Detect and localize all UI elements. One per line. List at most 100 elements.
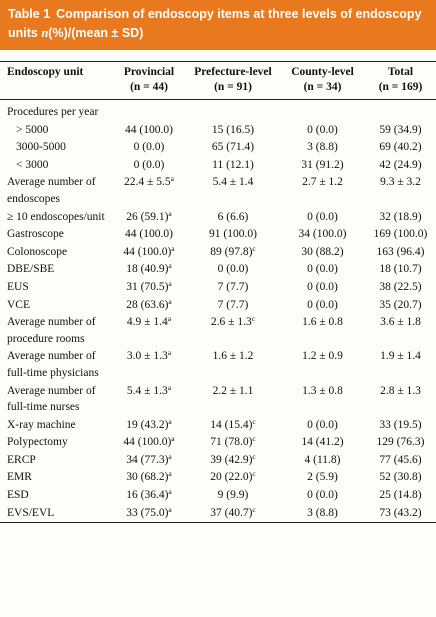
header-row: Endoscopy unit Provincial (n = 44) Prefectu… bbox=[0, 61, 436, 100]
cell-value: 9.3 ± 3.2 bbox=[380, 176, 421, 189]
cell-footnote: a bbox=[171, 243, 175, 253]
cell: 0 (0.0) bbox=[112, 139, 186, 157]
cell-footnote: a bbox=[168, 451, 172, 461]
cell: 2.7 ± 1.2 bbox=[280, 174, 365, 208]
table-row: VCE 28 (63.6)a 7 (7.7) 0 (0.0) 35 (20.7) bbox=[0, 297, 436, 315]
cell: 2 (5.9) bbox=[280, 469, 365, 487]
table-row: 3000-5000 0 (0.0) 65 (71.4) 3 (8.8) 69 (40.2… bbox=[0, 139, 436, 157]
cell-footnote: a bbox=[167, 314, 172, 324]
row-label: X-ray machine bbox=[7, 418, 76, 431]
cell: 0 (0.0) bbox=[280, 209, 365, 227]
cell: 1.6 ± 1.2 bbox=[186, 348, 280, 382]
cell-footnote: a bbox=[168, 487, 172, 497]
cell-footnote: a bbox=[167, 382, 172, 392]
cell-value: 77 (45.6) bbox=[379, 453, 422, 466]
cell-footnote: a bbox=[168, 469, 172, 479]
cell-value: 44 (100.0) bbox=[125, 228, 173, 241]
cell: 14 (41.2) bbox=[280, 434, 365, 452]
row-label: Average number of endoscopes bbox=[7, 176, 96, 205]
cell-value: 32 (18.9) bbox=[379, 210, 422, 223]
row-label: 3000-5000 bbox=[16, 141, 66, 154]
table-number: Table 1 bbox=[8, 7, 51, 21]
cell-value: 28 (63.6) bbox=[126, 298, 169, 311]
cell: 7 (7.7) bbox=[186, 279, 280, 297]
table-row: Average number of full-time nurses 5.4 ± … bbox=[0, 383, 436, 417]
cell-value: 5.4 ± 1.3 bbox=[126, 384, 168, 397]
cell-footnote: c bbox=[252, 451, 256, 461]
column-n: (n = 44) bbox=[130, 81, 168, 93]
cell-value: 2 (5.9) bbox=[307, 471, 338, 484]
cell: 0 (0.0) bbox=[280, 279, 365, 297]
cell: 35 (20.7) bbox=[365, 297, 436, 315]
cell-value: 89 (97.8) bbox=[210, 245, 253, 258]
cell-value: 34 (77.3) bbox=[126, 453, 169, 466]
cell-value: 2.2 ± 1.1 bbox=[212, 384, 254, 397]
row-label: Polypectomy bbox=[7, 436, 68, 449]
cell: 11 (12.1) bbox=[186, 157, 280, 175]
row-label: EVS/EVL bbox=[7, 506, 55, 519]
cell-value: 5.4 ± 1.4 bbox=[212, 176, 254, 189]
column-name: Provincial bbox=[123, 66, 175, 78]
table-row: ≥ 10 endoscopes/unit 26 (59.1)a 6 (6.6) 0 (… bbox=[0, 209, 436, 227]
cell: 6 (6.6) bbox=[186, 209, 280, 227]
cell-value: 0 (0.0) bbox=[133, 141, 165, 154]
cell-value: 2.8 ± 1.3 bbox=[380, 384, 421, 397]
cell-value: 1.3 ± 0.8 bbox=[302, 384, 343, 397]
cell-value: 73 (43.2) bbox=[379, 506, 422, 519]
cell: 71 (78.0)c bbox=[186, 434, 280, 452]
cell: 69 (40.2) bbox=[365, 139, 436, 157]
table-row: > 5000 44 (100.0) 15 (16.5) 0 (0.0) 59 (34.9… bbox=[0, 122, 436, 140]
cell: 4.9 ± 1.4a bbox=[112, 314, 186, 348]
cell-value: 9 (9.9) bbox=[217, 489, 249, 502]
cell: 18 (40.9)a bbox=[112, 261, 186, 279]
cell: 44 (100.0) bbox=[112, 122, 186, 140]
cell: 0 (0.0) bbox=[186, 261, 280, 279]
cell-value: 4 (11.8) bbox=[304, 453, 341, 466]
cell: 44 (100.0)a bbox=[112, 434, 186, 452]
cell: 14 (15.4)c bbox=[186, 417, 280, 435]
data-table: Endoscopy unit Provincial (n = 44) Prefectu… bbox=[0, 61, 436, 523]
cell-value: 22.4 ± 5.5 bbox=[124, 176, 171, 189]
row-label: Gastroscope bbox=[7, 228, 64, 241]
cell-value: 20 (22.0) bbox=[210, 471, 253, 484]
cell-value: 3.0 ± 1.3 bbox=[126, 350, 168, 363]
row-label: Average number of full-time physicians bbox=[7, 350, 99, 379]
table-row: ERCP 34 (77.3)a 39 (42.9)c 4 (11.8) 77 (45.6… bbox=[0, 452, 436, 470]
cell-footnote: a bbox=[168, 208, 172, 218]
table-row: Average number of full-time physicians 3.… bbox=[0, 348, 436, 382]
cell-value: 42 (24.9) bbox=[379, 158, 422, 171]
cell-value: 163 (96.4) bbox=[376, 245, 425, 258]
cell-value: 1.6 ± 0.8 bbox=[302, 316, 343, 329]
column-name: Total bbox=[387, 66, 414, 78]
cell-value: 0 (0.0) bbox=[307, 298, 338, 311]
table-row: < 3000 0 (0.0) 11 (12.1) 31 (91.2) 42 (24.9) bbox=[0, 157, 436, 175]
cell-value: 14 (15.4) bbox=[210, 418, 253, 431]
cell: 3.0 ± 1.3a bbox=[112, 348, 186, 382]
cell: 2.6 ± 1.3c bbox=[186, 314, 280, 348]
cell-value: 0 (0.0) bbox=[307, 123, 338, 136]
empty-cell bbox=[280, 100, 365, 122]
table-row: Gastroscope 44 (100.0) 91 (100.0) 34 (100.0… bbox=[0, 226, 436, 244]
table-row: Procedures per year bbox=[0, 100, 436, 122]
cell-value: 6 (6.6) bbox=[217, 210, 249, 223]
cell-value: 14 (41.2) bbox=[301, 436, 344, 449]
table-row: DBE/SBE 18 (40.9)a 0 (0.0) 0 (0.0) 18 (10.7) bbox=[0, 261, 436, 279]
table-row: ESD 16 (36.4)a 9 (9.9) 0 (0.0) 25 (14.8) bbox=[0, 487, 436, 505]
table-row: Average number of procedure rooms 4.9 ± 1… bbox=[0, 314, 436, 348]
cell-value: 0 (0.0) bbox=[307, 263, 338, 276]
column-name: Prefecture-level bbox=[194, 66, 272, 78]
title-stat: n bbox=[41, 26, 49, 40]
row-label: Colonoscope bbox=[7, 245, 68, 258]
cell-value: 37 (40.7) bbox=[210, 506, 253, 519]
row-label: ≥ 10 endoscopes/unit bbox=[7, 210, 105, 223]
row-label: ESD bbox=[7, 489, 29, 502]
cell-value: 7 (7.7) bbox=[217, 298, 249, 311]
cell-footnote: a bbox=[168, 261, 172, 271]
table-row: EVS/EVL 33 (75.0)a 37 (40.7)c 3 (8.8) 73 (43… bbox=[0, 505, 436, 523]
row-label: Procedures per year bbox=[7, 106, 99, 118]
cell-value: 19 (43.2) bbox=[126, 418, 169, 431]
cell-value: 33 (75.0) bbox=[126, 506, 169, 519]
cell: 5.4 ± 1.3a bbox=[112, 383, 186, 417]
cell: 44 (100.0) bbox=[112, 226, 186, 244]
